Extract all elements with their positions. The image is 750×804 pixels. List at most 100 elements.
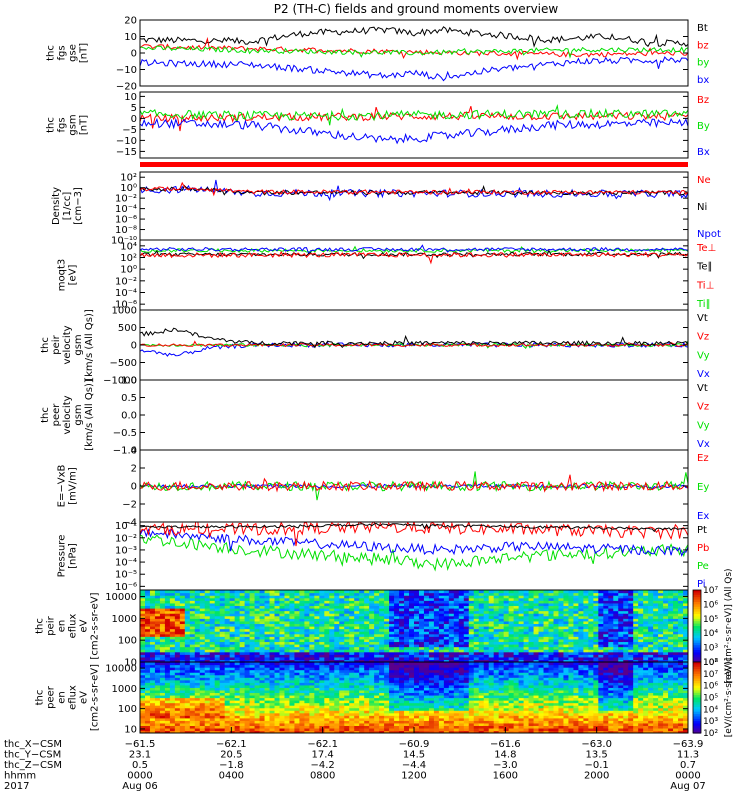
ylabel-line: [nT] bbox=[79, 43, 90, 63]
ytick-label: −500 bbox=[110, 358, 137, 369]
ytick-label: −10 bbox=[116, 65, 137, 76]
ylabel-line: [mV/m] bbox=[68, 467, 79, 505]
ytick-label: 10⁰ bbox=[120, 183, 137, 194]
ytick-label: 10⁰ bbox=[120, 265, 137, 276]
ylabel-line: en bbox=[57, 620, 68, 633]
ylabel-line: velocity bbox=[62, 395, 73, 434]
series-line-Bx bbox=[140, 119, 688, 143]
ytick-label: 10⁴ bbox=[120, 241, 137, 252]
legend-efield: Ez Ey Ex bbox=[697, 453, 709, 522]
ytick-label: 1.0 bbox=[121, 376, 137, 387]
legend-moat: Te⊥ Te∥ Ti⊥ Ti∥ bbox=[696, 243, 716, 310]
ytick-label: 100 bbox=[118, 636, 137, 647]
ylabel-line: thc bbox=[46, 117, 57, 133]
legend-item: By bbox=[697, 121, 710, 132]
legend-item: by bbox=[697, 58, 709, 69]
ylabel-line: [1/cc] bbox=[62, 192, 73, 221]
ylabel-line: Density bbox=[51, 187, 62, 225]
spectrogram-peir_spec bbox=[140, 590, 689, 663]
panel-moat: Te⊥Te∥Ti⊥Ti∥10⁴10²10⁰10⁻²10⁻⁴10⁻⁶moqt3[e… bbox=[57, 240, 717, 311]
ytick-label: 10⁻² bbox=[115, 533, 137, 544]
ytick-label: 10 bbox=[124, 92, 137, 103]
legend-item: bz bbox=[697, 40, 709, 51]
ylabel-line: thc bbox=[46, 45, 57, 61]
ytick-label: 10⁻² bbox=[115, 276, 137, 287]
legend-item: Bt bbox=[697, 23, 708, 34]
legend-item: Te∥ bbox=[696, 262, 713, 273]
legend-item: Vt bbox=[697, 383, 708, 394]
ytick-label: 500 bbox=[118, 323, 137, 334]
ylabel-line: E=−VxB bbox=[57, 465, 68, 508]
ytick-label: 10⁻³ bbox=[115, 545, 137, 556]
legend-item: Ti⊥ bbox=[696, 280, 714, 291]
legend-item: Ez bbox=[697, 453, 709, 464]
ytick-label: 0 bbox=[131, 49, 137, 60]
legend-item: bx bbox=[697, 75, 709, 86]
ytick-label: 1000 bbox=[112, 306, 137, 317]
ylabel-line: [km/s (All Qs)] bbox=[84, 309, 95, 381]
ytick-label: 10⁻² bbox=[115, 194, 137, 205]
ytick-label: −15 bbox=[116, 147, 137, 158]
ylabel-line: [cm2-s-sr-eV] bbox=[90, 592, 101, 659]
panel-pressure: PtPbPePi10⁻¹10⁻²10⁻³10⁻⁴10⁻⁵10⁻⁶Pressure… bbox=[57, 512, 710, 593]
colorbar-tick-label: 10³ bbox=[703, 644, 718, 654]
legend-item: Ni bbox=[697, 202, 707, 213]
ylabel-line: [nPa] bbox=[68, 543, 79, 569]
ylabel-line: moqt3 bbox=[57, 259, 68, 292]
plot-title: P2 (TH-C) fields and ground moments over… bbox=[274, 2, 559, 16]
ytick-label: 0 bbox=[131, 114, 137, 125]
ylabel-line: gsm bbox=[68, 114, 79, 135]
ytick-label: −5 bbox=[122, 125, 137, 136]
legend-item: Ti∥ bbox=[696, 299, 711, 310]
series-line-by bbox=[140, 46, 688, 57]
legend-item: Ey bbox=[697, 482, 709, 493]
ytick-label: 10⁻⁸ bbox=[115, 225, 137, 236]
legend-item: Te⊥ bbox=[696, 243, 716, 254]
legend-item: Ne bbox=[697, 175, 711, 186]
ylabel-line: eV bbox=[79, 619, 90, 632]
flag-bar bbox=[140, 162, 688, 167]
legend-item: Bx bbox=[697, 147, 710, 158]
legend-item: Pb bbox=[697, 543, 709, 554]
ytick-label: 10⁻¹ bbox=[115, 521, 137, 532]
colorbar-tick-label: 10⁷ bbox=[703, 586, 718, 596]
series-line-Pe bbox=[140, 535, 688, 570]
spectrogram-peer_spec bbox=[140, 662, 689, 734]
ylabel-line: velocity bbox=[62, 325, 73, 364]
ylabel-line: [eV] bbox=[68, 265, 79, 286]
legend-item: Pe bbox=[697, 561, 709, 572]
legend-fgs_gse: Bt bz by bx bbox=[697, 23, 709, 86]
panel-frame bbox=[140, 380, 688, 450]
ylabel-line: fgs bbox=[57, 117, 68, 132]
ytick-label: 5 bbox=[131, 103, 137, 114]
ylabel-line: gsm bbox=[73, 404, 84, 425]
ytick-label: 10² bbox=[120, 253, 137, 264]
ylabel-line: Pressure bbox=[57, 535, 68, 578]
ytick-label: 10² bbox=[120, 173, 137, 184]
ylabel-line: peer bbox=[51, 403, 62, 427]
ytick-label: 10⁻⁴ bbox=[115, 204, 137, 215]
ylabel-line: peir bbox=[46, 615, 57, 635]
ylabel-line: peir bbox=[51, 334, 62, 354]
legend-item: Pt bbox=[697, 525, 707, 536]
ytick-label: 10000 bbox=[105, 592, 137, 603]
ylabel-line: gse bbox=[68, 44, 79, 62]
panel-frame bbox=[140, 522, 688, 590]
ytick-label: 0.0 bbox=[121, 411, 137, 422]
panel-peer_spec: 10⁸10⁷10⁶10⁵10⁴10³10²[eV/(cm²·s·sr·eV)]1… bbox=[35, 658, 735, 739]
legend-item: Vt bbox=[697, 313, 708, 324]
ytick-label: 2 bbox=[131, 464, 137, 475]
ytick-label: 0 bbox=[131, 482, 137, 493]
panel-frame bbox=[140, 172, 688, 240]
series-line-Bt bbox=[140, 27, 688, 47]
ylabel-line: thc bbox=[35, 618, 46, 634]
series-line-By bbox=[140, 106, 688, 125]
legend-item: Ex bbox=[697, 511, 709, 522]
